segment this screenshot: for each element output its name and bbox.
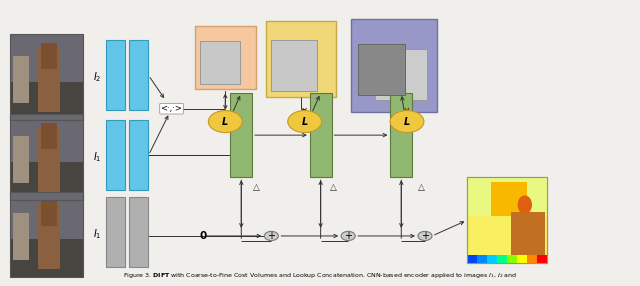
Bar (129, 197, 148, 267)
Ellipse shape (418, 231, 432, 241)
Bar (13, 213, 29, 260)
Text: △: △ (330, 183, 337, 192)
Bar (10, 114, 83, 200)
Ellipse shape (209, 111, 242, 132)
Text: $I_1$: $I_1$ (93, 228, 101, 241)
Text: L: L (222, 117, 228, 126)
Text: <·,·>: <·,·> (161, 104, 182, 113)
Bar (467, 177, 547, 216)
Bar (129, 40, 148, 110)
Bar (10, 114, 83, 200)
Bar (10, 34, 83, 120)
Bar (38, 127, 60, 192)
Text: 0: 0 (200, 231, 207, 241)
Bar (10, 239, 83, 277)
Bar (351, 19, 437, 112)
Bar (40, 200, 57, 226)
Bar (230, 93, 252, 177)
Text: +: + (421, 231, 429, 241)
Bar (13, 56, 29, 103)
Bar (106, 197, 125, 267)
Bar (10, 34, 83, 120)
Bar (507, 255, 517, 263)
Text: L: L (301, 117, 308, 126)
Bar (38, 204, 60, 269)
Bar (467, 177, 547, 263)
Bar (10, 114, 83, 162)
Bar (358, 44, 405, 95)
Bar (106, 40, 125, 110)
Bar (106, 120, 125, 190)
Ellipse shape (390, 111, 424, 132)
Bar (10, 82, 83, 120)
Bar (10, 162, 83, 200)
Bar (13, 136, 29, 183)
Bar (467, 255, 477, 263)
Text: △: △ (253, 183, 260, 192)
Bar (310, 93, 332, 177)
Ellipse shape (264, 231, 278, 241)
Bar (375, 49, 427, 100)
Bar (487, 255, 497, 263)
Text: $I_1$: $I_1$ (93, 150, 101, 164)
Bar (40, 43, 57, 69)
Text: L: L (404, 117, 410, 126)
Bar (40, 123, 57, 149)
Bar (527, 255, 537, 263)
Bar (492, 182, 527, 216)
Bar (537, 255, 547, 263)
Bar (511, 212, 545, 259)
Bar (390, 93, 412, 177)
Ellipse shape (518, 195, 532, 214)
Bar (10, 34, 83, 82)
Bar (517, 255, 527, 263)
Bar (10, 192, 83, 239)
Ellipse shape (341, 231, 355, 241)
Bar (10, 192, 83, 277)
Bar (271, 40, 317, 91)
Bar (129, 120, 148, 190)
Bar (497, 255, 507, 263)
Text: $I_2$: $I_2$ (93, 70, 101, 84)
Bar (38, 47, 60, 112)
Text: +: + (344, 231, 352, 241)
Bar (195, 26, 256, 89)
Text: Figure 3. $\bf{DIFT}$ with Coarse-to-Fine Cost Volumes and Lookup Concatenation.: Figure 3. $\bf{DIFT}$ with Coarse-to-Fin… (123, 271, 517, 280)
Bar (200, 41, 239, 84)
Bar (10, 192, 83, 277)
Text: +: + (268, 231, 275, 241)
Ellipse shape (288, 111, 321, 132)
Bar (266, 21, 336, 97)
Text: △: △ (418, 183, 424, 192)
Bar (467, 177, 547, 263)
Bar (477, 255, 487, 263)
